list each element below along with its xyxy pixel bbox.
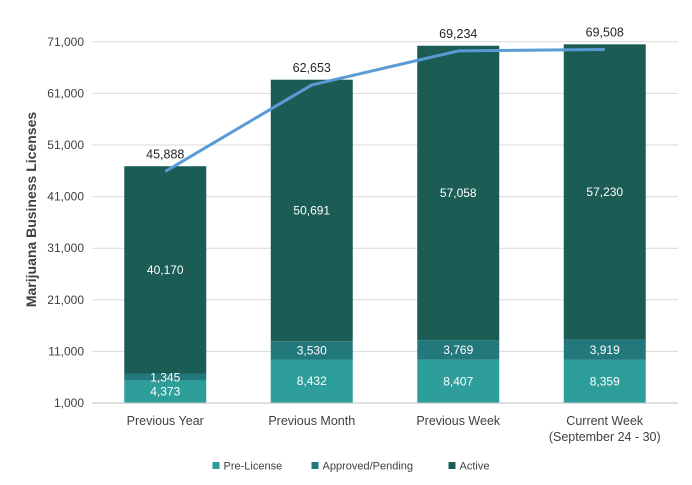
y-tick-label: 71,000 — [47, 35, 84, 49]
legend-label: Pre-License — [224, 461, 283, 473]
bar-segment — [417, 359, 500, 403]
data-label: 1,345 — [150, 370, 180, 384]
y-tick-label: 61,000 — [47, 86, 84, 100]
bar-segment — [563, 359, 646, 403]
data-label: 57,058 — [440, 186, 477, 200]
data-label: 57,230 — [586, 185, 623, 199]
x-category-label: Current Week — [566, 414, 644, 428]
legend-label: Approved/Pending — [323, 461, 414, 473]
data-label: 8,432 — [297, 374, 327, 388]
legend-swatch — [311, 462, 319, 469]
bar-segment — [270, 341, 353, 360]
bar-segment — [124, 166, 207, 374]
y-axis-label: Marijuana Business Licenses — [23, 112, 39, 308]
y-tick-label: 41,000 — [47, 190, 84, 204]
data-label: 3,530 — [297, 343, 327, 357]
data-label: 8,359 — [590, 374, 620, 388]
x-axis-categories: Previous Year Previous Month Previous Week… — [127, 414, 661, 444]
bar-segment — [124, 373, 207, 381]
x-category-label: Previous Year — [127, 414, 204, 428]
data-label: 8,407 — [443, 374, 473, 388]
y-tick-label: 21,000 — [47, 293, 84, 307]
legend-label: Active — [460, 461, 490, 473]
legend: Pre-License Approved/Pending Active — [212, 461, 490, 473]
data-label: 40,170 — [147, 263, 184, 277]
total-label: 69,234 — [439, 27, 477, 41]
y-axis-ticks: 1,000 11,000 21,000 31,000 41,000 51,000 61,00… — [47, 35, 84, 410]
total-line — [164, 48, 605, 173]
total-series-line — [164, 48, 605, 173]
total-label: 62,653 — [293, 61, 331, 75]
bar-segment — [563, 44, 646, 340]
legend-swatch — [448, 462, 456, 469]
legend-swatch — [212, 462, 220, 469]
x-category-label: (September 24 - 30) — [549, 430, 661, 444]
bar-segment — [563, 339, 646, 360]
y-tick-label: 11,000 — [48, 344, 84, 358]
bar-segment — [270, 359, 353, 403]
total-labels: 45,888 62,653 69,234 69,508 — [146, 25, 624, 161]
y-tick-label: 31,000 — [47, 241, 84, 255]
total-label: 69,508 — [586, 25, 624, 39]
bar-segment — [417, 45, 500, 341]
bar-segment — [270, 79, 353, 342]
total-label: 45,888 — [146, 147, 184, 161]
data-label: 3,919 — [590, 343, 620, 357]
data-label: 4,373 — [150, 385, 180, 399]
data-label: 50,691 — [293, 203, 330, 217]
x-category-label: Previous Month — [268, 414, 355, 428]
bars — [124, 44, 646, 403]
bar-segment — [124, 380, 207, 403]
bar-segment — [417, 340, 500, 360]
y-tick-label: 51,000 — [47, 138, 84, 152]
x-category-label: Previous Week — [416, 414, 501, 428]
data-label: 3,769 — [443, 343, 473, 357]
y-tick-label: 1,000 — [54, 396, 84, 410]
